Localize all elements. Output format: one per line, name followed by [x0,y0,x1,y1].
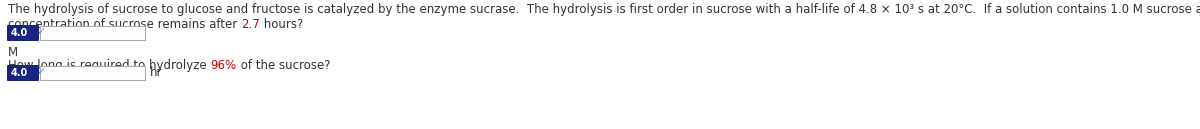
Text: 96%: 96% [210,59,236,72]
Text: 4.0: 4.0 [11,68,29,78]
Text: M: M [8,46,18,59]
FancyBboxPatch shape [40,26,145,40]
Text: ✓: ✓ [36,67,46,77]
Text: hr: hr [150,67,162,79]
Text: ✓: ✓ [36,27,46,37]
Text: hours?: hours? [259,18,302,31]
FancyBboxPatch shape [40,66,145,80]
Text: 2.7: 2.7 [241,18,259,31]
Text: How long is required to hydrolyze: How long is required to hydrolyze [8,59,210,72]
Text: 4.0: 4.0 [11,28,29,38]
FancyBboxPatch shape [7,25,38,41]
FancyBboxPatch shape [7,65,38,81]
Text: concentration of sucrose remains after: concentration of sucrose remains after [8,18,241,31]
Text: of the sucrose?: of the sucrose? [236,59,330,72]
Text: The hydrolysis of sucrose to glucose and fructose is catalyzed by the enzyme suc: The hydrolysis of sucrose to glucose and… [8,3,1200,16]
